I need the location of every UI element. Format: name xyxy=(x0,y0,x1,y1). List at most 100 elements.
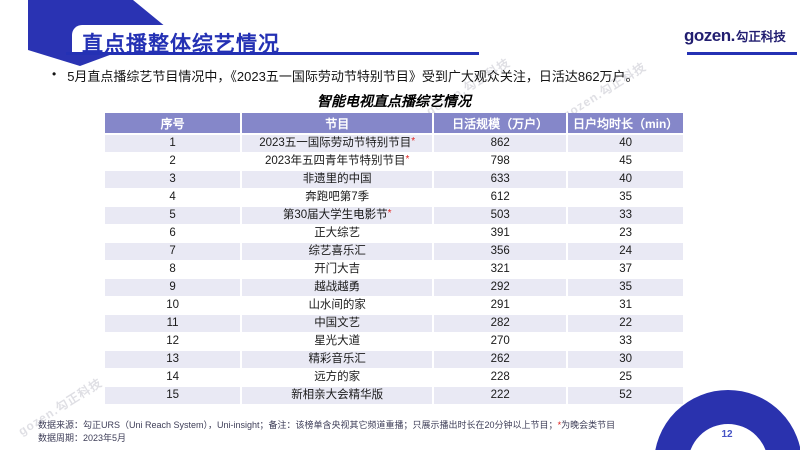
summary-bullet: • 5月直点播综艺节目情况中，《2023五一国际劳动节特别节目》受到广大观众关注… xyxy=(52,66,772,85)
rank-cell: 7 xyxy=(105,243,241,261)
bullet-marker-icon: • xyxy=(52,67,57,81)
avg-minutes-cell: 33 xyxy=(566,207,683,225)
dau-cell: 228 xyxy=(432,369,567,387)
table-row: 7 综艺喜乐汇 356 24 xyxy=(105,243,683,261)
table-row: 3 非遗里的中国 633 40 xyxy=(105,171,683,189)
logo-underline xyxy=(687,52,797,55)
rank-cell: 1 xyxy=(105,135,241,153)
program-cell: 中国文艺 xyxy=(240,315,433,333)
ranking-table-container: 序号 节目 日活规模（万户） 日户均时长（min） 1 2023五一国际劳动节特别节目*… xyxy=(105,113,683,405)
rank-cell: 3 xyxy=(105,171,241,189)
avg-minutes-cell: 37 xyxy=(566,261,683,279)
table-row: 10 山水间的家 291 31 xyxy=(105,297,683,315)
avg-minutes-cell: 40 xyxy=(566,135,683,153)
logo-company-name: 勾正科技 xyxy=(735,30,786,44)
avg-minutes-cell: 23 xyxy=(566,225,683,243)
footnote-line-2: 数据周期：2023年5月 xyxy=(38,433,127,443)
rank-cell: 4 xyxy=(105,189,241,207)
dau-cell: 282 xyxy=(432,315,567,333)
program-cell: 2023五一国际劳动节特别节目* xyxy=(240,135,433,153)
table-row: 13 精彩音乐汇 262 30 xyxy=(105,351,683,369)
title-underline xyxy=(66,52,479,55)
avg-minutes-cell: 31 xyxy=(566,297,683,315)
program-cell: 奔跑吧第7季 xyxy=(240,189,433,207)
page-number: 12 xyxy=(721,429,733,440)
rank-cell: 5 xyxy=(105,207,241,225)
dau-cell: 262 xyxy=(432,351,567,369)
rank-cell: 11 xyxy=(105,315,241,333)
avg-minutes-cell: 25 xyxy=(566,369,683,387)
avg-minutes-cell: 40 xyxy=(566,171,683,189)
column-header: 日户均时长（min） xyxy=(566,113,683,135)
rank-cell: 15 xyxy=(105,387,241,405)
rank-cell: 13 xyxy=(105,351,241,369)
footnote-line-1: 数据来源：勾正URS（Uni Reach System），Uni-insight… xyxy=(38,419,615,432)
summary-text: 5月直点播综艺节目情况中，《2023五一国际劳动节特别节目》受到广大观众关注，日… xyxy=(67,69,639,84)
footnote-star-mark: * xyxy=(557,420,562,430)
dau-cell: 862 xyxy=(432,135,567,153)
program-cell: 星光大道 xyxy=(240,333,433,351)
program-cell: 越战越勇 xyxy=(240,279,433,297)
program-cell: 综艺喜乐汇 xyxy=(240,243,433,261)
gala-star-mark: * xyxy=(405,154,410,165)
avg-minutes-cell: 35 xyxy=(566,279,683,297)
logo-wordmark: gozen. xyxy=(684,26,735,45)
dau-cell: 503 xyxy=(432,207,567,225)
rank-cell: 6 xyxy=(105,225,241,243)
table-row: 14 远方的家 228 25 xyxy=(105,369,683,387)
avg-minutes-cell: 35 xyxy=(566,189,683,207)
footnote: 数据来源：勾正URS（Uni Reach System），Uni-insight… xyxy=(38,419,615,444)
column-header: 序号 xyxy=(105,113,241,135)
avg-minutes-cell: 33 xyxy=(566,333,683,351)
dau-cell: 798 xyxy=(432,153,567,171)
column-header: 日活规模（万户） xyxy=(432,113,567,135)
footnote-source-text: 数据来源：勾正URS（Uni Reach System），Uni-insight… xyxy=(38,420,558,430)
dau-cell: 321 xyxy=(432,261,567,279)
rank-cell: 12 xyxy=(105,333,241,351)
dau-cell: 612 xyxy=(432,189,567,207)
rank-cell: 2 xyxy=(105,153,241,171)
table-row: 5 第30届大学生电影节* 503 33 xyxy=(105,207,683,225)
avg-minutes-cell: 45 xyxy=(566,153,683,171)
program-cell: 第30届大学生电影节* xyxy=(240,207,433,225)
dau-cell: 292 xyxy=(432,279,567,297)
program-cell: 远方的家 xyxy=(240,369,433,387)
rank-cell: 10 xyxy=(105,297,241,315)
rank-cell: 9 xyxy=(105,279,241,297)
page-title: 直点播整体综艺情况 xyxy=(82,33,280,56)
dau-cell: 633 xyxy=(432,171,567,189)
program-cell: 非遗里的中国 xyxy=(240,171,433,189)
gala-star-mark: * xyxy=(411,136,416,147)
dau-cell: 391 xyxy=(432,225,567,243)
dau-cell: 356 xyxy=(432,243,567,261)
table-row: 12 星光大道 270 33 xyxy=(105,333,683,351)
program-cell: 新相亲大会精华版 xyxy=(240,387,433,405)
program-cell: 正大综艺 xyxy=(240,225,433,243)
avg-minutes-cell: 22 xyxy=(566,315,683,333)
avg-minutes-cell: 24 xyxy=(566,243,683,261)
table-row: 1 2023五一国际劳动节特别节目* 862 40 xyxy=(105,135,683,153)
gala-star-mark: * xyxy=(387,208,392,219)
avg-minutes-cell: 52 xyxy=(566,387,683,405)
table-row: 4 奔跑吧第7季 612 35 xyxy=(105,189,683,207)
dau-cell: 291 xyxy=(432,297,567,315)
table-row: 15 新相亲大会精华版 222 52 xyxy=(105,387,683,405)
table-title: 智能电视直点播综艺情况 xyxy=(317,93,471,109)
table-row: 6 正大综艺 391 23 xyxy=(105,225,683,243)
dau-cell: 222 xyxy=(432,387,567,405)
title-card: 直点播整体综艺情况 xyxy=(72,25,296,56)
table-row: 2 2023年五四青年节特别节目* 798 45 xyxy=(105,153,683,171)
brand-logo: gozen. 勾正科技 xyxy=(684,26,786,46)
program-cell: 2023年五四青年节特别节目* xyxy=(240,153,433,171)
dau-cell: 270 xyxy=(432,333,567,351)
program-cell: 山水间的家 xyxy=(240,297,433,315)
ranking-table: 序号 节目 日活规模（万户） 日户均时长（min） 1 2023五一国际劳动节特别节目*… xyxy=(105,113,683,405)
program-cell: 开门大吉 xyxy=(240,261,433,279)
rank-cell: 14 xyxy=(105,369,241,387)
table-row: 11 中国文艺 282 22 xyxy=(105,315,683,333)
program-cell: 精彩音乐汇 xyxy=(240,351,433,369)
column-header: 节目 xyxy=(240,113,433,135)
avg-minutes-cell: 30 xyxy=(566,351,683,369)
table-header-row: 序号 节目 日活规模（万户） 日户均时长（min） xyxy=(105,113,683,135)
